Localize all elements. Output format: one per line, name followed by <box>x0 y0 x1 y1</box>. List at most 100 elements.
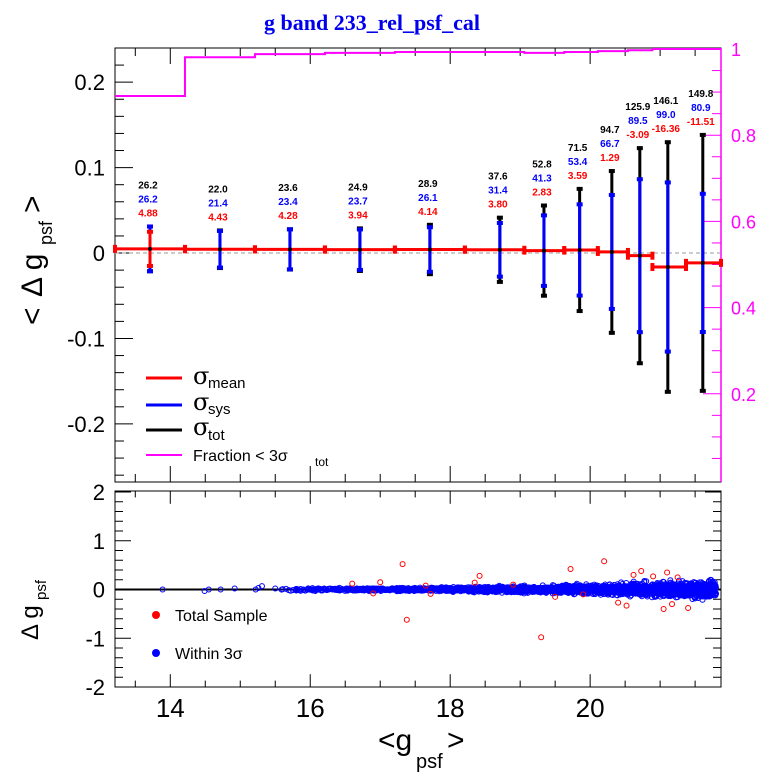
scatter-point-within <box>671 581 678 588</box>
mean-annotation: 3.59 <box>568 171 588 182</box>
scatter-point-outlier <box>580 591 587 598</box>
sys-annotation: 23.4 <box>278 197 298 208</box>
scatter-point-within <box>581 584 588 591</box>
bottom-panel: 14 16 18 20 -2 -1 0 1 2 Δ g psf Total Sample Wit… <box>17 480 722 773</box>
y-tick-label: -2 <box>85 675 105 700</box>
scatter-point-within <box>361 586 368 593</box>
mean-annotation: 3.94 <box>348 210 368 221</box>
legend-sub-fraction: tot <box>315 455 329 469</box>
scatter-point-within <box>493 585 500 592</box>
scatter-point-within <box>618 584 625 591</box>
tot-annotation: 146.1 <box>653 96 678 107</box>
right-tick-label: 0.2 <box>731 385 756 405</box>
tot-cap <box>636 361 643 366</box>
top-axis-ticks: -0.2 -0.1 0 0.1 0.2 <box>67 47 696 482</box>
mean-annotation: 4.43 <box>208 212 228 223</box>
tot-cap <box>496 215 503 220</box>
scatter-point-within <box>674 585 681 592</box>
scatter-point-within <box>422 587 429 594</box>
scatter-point-outlier <box>370 590 377 597</box>
mean-point <box>609 249 614 254</box>
bottom-axis-ticks: 14 16 18 20 -2 -1 0 1 2 <box>85 480 721 723</box>
mean-annotation: 4.14 <box>418 207 438 218</box>
tot-annotation: 26.2 <box>138 180 158 191</box>
mean-point <box>427 247 432 252</box>
scatter-point-within <box>435 586 442 593</box>
sys-annotation: 31.4 <box>488 186 508 197</box>
scatter-point-within <box>661 582 668 589</box>
tot-annotation: 149.8 <box>688 89 713 100</box>
legend-sub-mean: mean <box>208 375 246 392</box>
sys-annotation: 99.0 <box>656 110 676 121</box>
legend-label-tot: σ <box>193 413 209 441</box>
scatter-point-within <box>600 584 607 591</box>
svg-text:>: > <box>16 195 49 213</box>
sys-cap <box>699 329 706 334</box>
tot-annotation: 125.9 <box>625 102 650 113</box>
y-tick-label: 1 <box>93 529 105 554</box>
scatter-point-within <box>670 590 677 597</box>
scatter-point-within <box>577 584 584 591</box>
mean-bin-edge <box>719 258 723 267</box>
svg-text:<g: <g <box>378 724 412 757</box>
scatter-point-within <box>667 577 674 584</box>
scatter-point-within <box>231 585 238 592</box>
svg-text:psf: psf <box>33 579 50 600</box>
top-panel: -0.2 -0.1 0 0.1 0.2 0.2 0.4 0.6 0.8 1 26.2 26.2 4.… <box>16 40 756 483</box>
right-tick-label: 0.4 <box>731 299 756 319</box>
scatter-point-within <box>461 585 468 592</box>
scatter-point-outlier <box>615 599 622 606</box>
mean-annotation: -3.09 <box>626 130 649 141</box>
mean-bin-edge <box>252 245 257 254</box>
scatter-point-outlier <box>630 571 637 578</box>
sys-cap <box>216 228 223 233</box>
scatter-point-within <box>314 586 321 593</box>
tot-annotation: 94.7 <box>600 125 620 136</box>
scatter-point-within <box>450 584 457 591</box>
scatter-point-outlier <box>664 569 671 576</box>
scatter-point-within <box>619 591 626 598</box>
mean-series <box>113 244 723 272</box>
scatter-point-outlier <box>471 579 478 586</box>
y-tick-label: 0 <box>93 241 105 266</box>
scatter-point-within <box>379 586 386 593</box>
scatter-point-within <box>711 589 718 596</box>
scatter-point-within <box>695 595 702 602</box>
scatter-point-within <box>294 587 301 594</box>
mean-annotation: 2.83 <box>532 188 552 199</box>
mean-point <box>541 248 546 253</box>
sys-annotation: 66.7 <box>600 139 620 150</box>
tot-cap <box>699 132 706 137</box>
tot-cap <box>540 293 547 298</box>
mean-annotation: -11.51 <box>687 117 715 128</box>
scatter-point-within <box>406 586 413 593</box>
x-tick-label: 14 <box>156 693 185 723</box>
legend-marker-total <box>152 611 160 619</box>
scatter-point-within <box>553 585 560 592</box>
mean-bin-edge <box>392 245 397 254</box>
scatter-point-within <box>490 585 497 592</box>
scatter-point-within <box>655 584 662 591</box>
tot-annotation: 28.9 <box>418 179 438 190</box>
scatter-point-within <box>344 587 351 594</box>
y-tick-label: -1 <box>85 626 105 651</box>
bottom-y-axis-title: Δ g psf <box>17 579 50 640</box>
tot-cap <box>608 330 615 335</box>
mean-point <box>497 247 502 252</box>
sys-annotation: 21.4 <box>208 198 228 209</box>
scatter-point-within <box>397 588 404 595</box>
svg-text:psf: psf <box>416 751 443 773</box>
scatter-point-within <box>479 586 486 593</box>
scatter-point-within <box>522 585 529 592</box>
scatter-point-outlier <box>377 579 384 586</box>
scatter-point-within <box>278 586 285 593</box>
scatter-point-within <box>373 585 380 592</box>
scatter-point-outlier <box>623 602 630 609</box>
sys-cap <box>576 202 583 207</box>
mean-point <box>700 260 705 265</box>
bin-annotations: 26.2 26.2 4.88 22.0 21.4 4.43 23.6 23.4 4.28 24.9… <box>138 89 715 224</box>
mean-bin-edge <box>113 244 117 253</box>
mean-point <box>147 246 152 251</box>
scatter-point-within <box>348 586 355 593</box>
tot-annotation: 23.6 <box>278 183 298 194</box>
